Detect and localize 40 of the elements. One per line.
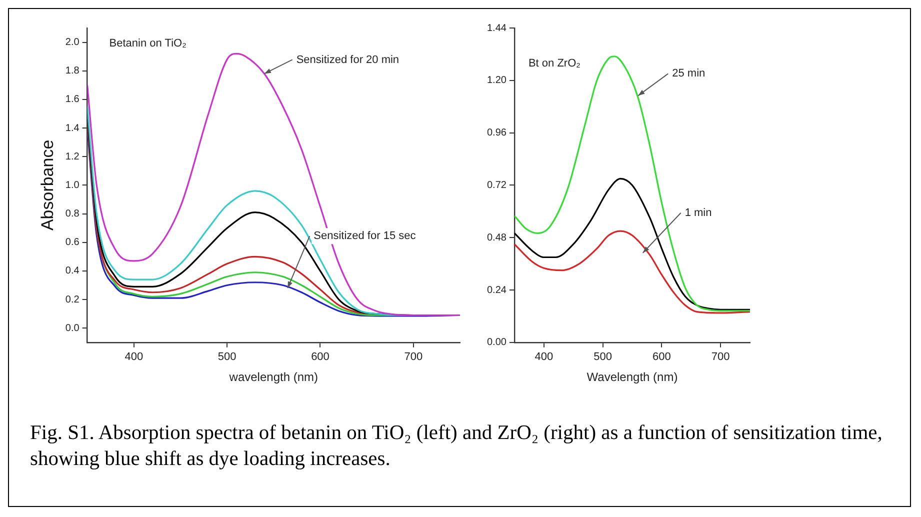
x-tick-label: 700 [404,351,423,364]
x-tick-label: 500 [594,351,612,364]
y-tick-label: 0.4 [65,266,80,277]
y-tick-label: 0.96 [486,128,507,139]
annotation: Sensitized for 15 sec [314,230,416,242]
y-tick-label: 2.0 [65,37,80,48]
x-axis-title: wavelength (nm) [228,370,318,384]
x-tick-label: 600 [652,351,671,364]
annotation: Sensitized for 20 min [296,54,400,66]
line-series [87,52,460,316]
y-tick-label: 0.72 [486,180,507,191]
y-tick-label: 0.0 [65,322,80,334]
line-series [514,178,750,310]
x-tick-label: 400 [124,351,144,364]
y-tick-label: 0.48 [486,232,507,244]
y-tick-label: 1.44 [486,22,507,34]
y-tick-label: 1.0 [65,180,80,191]
y-tick-label: 1.2 [65,151,80,162]
text: Bt on ZrO₂ [528,58,580,70]
y-axis-title: Absorbance [38,140,57,231]
x-axis-title: Wavelength (nm) [586,370,678,384]
y-tick-label: 0.8 [65,208,80,220]
y-tick-label: 0.00 [486,337,507,348]
annotation: 25 min [672,68,706,80]
text: Betanin on TiO₂ [109,38,186,50]
caption: Fig. S1. Absorption spectra of betanin on TiO₂ (left) and ZrO₂ (right) as a function of sensitization time, showing blue shift as dye loading increases. [30,421,884,472]
y-tick-label: 0.2 [65,294,80,306]
y-tick-label: 1.20 [486,75,507,86]
x-tick-label: 500 [218,351,236,364]
x-tick-label: 700 [711,351,730,364]
y-tick-label: 0.24 [486,284,507,296]
x-tick-label: 400 [534,351,554,364]
y-tick-label: 1.6 [65,94,80,106]
line-series [514,56,750,312]
y-tick-label: 1.4 [65,122,80,134]
annotation: 1 min [684,206,712,219]
y-tick-label: 1.8 [65,66,80,77]
x-tick-label: 600 [311,351,330,364]
y-tick-label: 0.6 [65,237,80,248]
line-series [514,230,750,314]
